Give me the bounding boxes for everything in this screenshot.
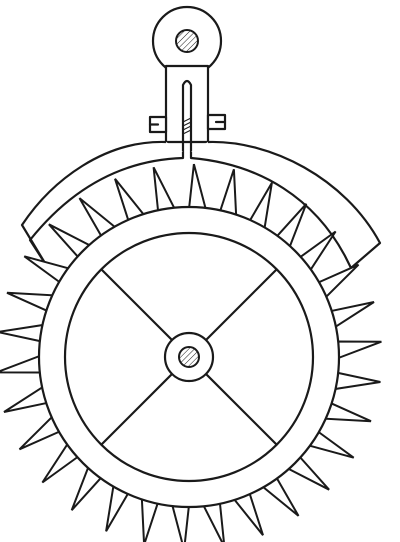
adjusting-screw-left xyxy=(148,115,168,134)
spoke-upper-right xyxy=(204,268,278,342)
escape-wheel-spokes xyxy=(100,268,278,446)
spoke-upper-left xyxy=(100,268,174,342)
screw-thread-hatch xyxy=(182,117,192,135)
wheel-tooth xyxy=(201,500,225,542)
wheel-tooth xyxy=(152,166,177,214)
wheel-tooth xyxy=(0,354,43,374)
anchor-arm xyxy=(20,140,382,270)
adjusting-screw-right xyxy=(206,113,227,131)
escape-wheel-arbor-icon xyxy=(178,346,200,368)
wheel-tooth xyxy=(328,301,375,330)
wheel-tooth xyxy=(218,168,238,219)
wheel-tooth xyxy=(0,323,46,343)
wheel-tooth xyxy=(335,340,382,360)
wheel-tooth xyxy=(332,371,381,391)
escape-wheel xyxy=(0,163,382,542)
escape-wheel-rim-inner xyxy=(63,231,315,483)
spoke-lower-left xyxy=(100,372,174,446)
wheel-tooth xyxy=(3,384,50,413)
wheel-tooth xyxy=(187,163,208,212)
anchor-stem-slot xyxy=(181,79,193,154)
anchor-stem xyxy=(164,64,210,144)
spoke-lower-right xyxy=(204,372,278,446)
wheel-tooth xyxy=(170,502,191,542)
pallet-anchor xyxy=(20,5,382,270)
anchor-pivot-arbor-icon xyxy=(175,29,199,53)
